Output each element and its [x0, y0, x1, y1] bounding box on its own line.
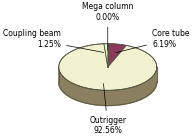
Text: Outrigger
92.56%: Outrigger 92.56% [89, 84, 126, 135]
Polygon shape [104, 44, 108, 67]
Text: Coupling beam
1.25%: Coupling beam 1.25% [3, 29, 104, 52]
Polygon shape [59, 44, 157, 90]
Polygon shape [108, 44, 126, 67]
Text: Mega column
0.00%: Mega column 0.00% [82, 2, 133, 50]
Text: Core tube
6.19%: Core tube 6.19% [116, 29, 190, 53]
Ellipse shape [59, 59, 157, 105]
Polygon shape [59, 67, 157, 105]
